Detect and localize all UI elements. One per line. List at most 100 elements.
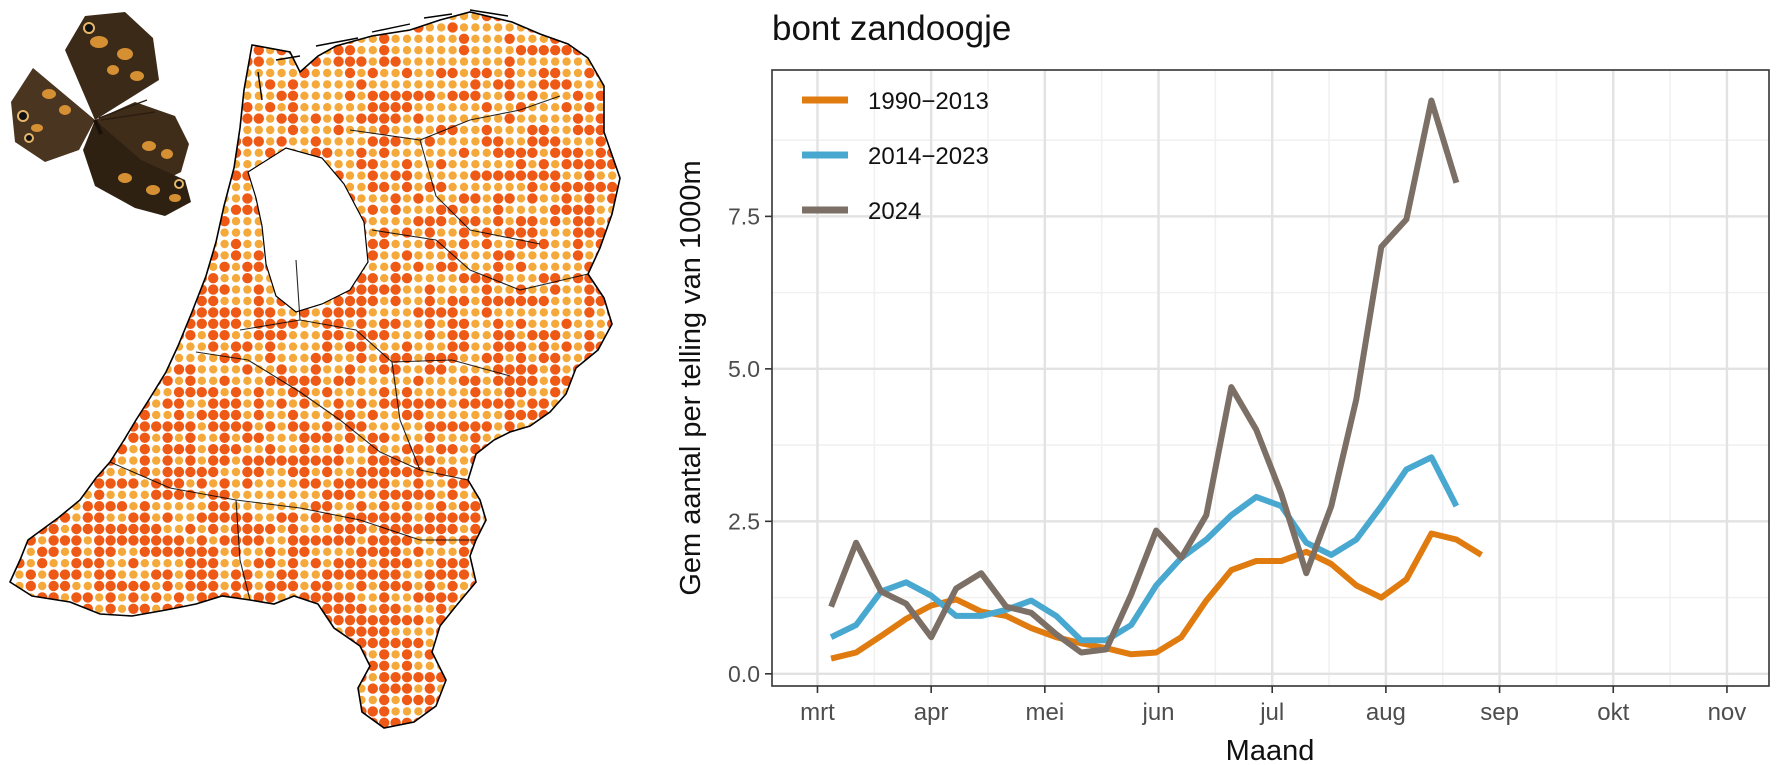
map-dot [344, 375, 356, 386]
map-dot [37, 660, 48, 671]
map-dot [334, 502, 343, 511]
map-dot [253, 637, 264, 649]
map-dot [311, 547, 320, 556]
map-dot [10, 160, 13, 169]
map-dot [14, 421, 25, 432]
map-dot [471, 46, 480, 55]
map-dot [106, 490, 115, 499]
map-dot [197, 331, 206, 340]
map-dot [481, 694, 492, 706]
map-dot [436, 592, 447, 603]
map-dot [344, 603, 356, 614]
map-dot [357, 695, 366, 705]
map-dot [619, 536, 620, 545]
map-dot [105, 580, 116, 592]
map-dot [59, 694, 71, 706]
map-dot [300, 513, 309, 522]
map-dot [94, 318, 105, 329]
map-dot [448, 365, 457, 374]
map-dot [163, 559, 172, 568]
map-dot [561, 546, 572, 557]
map-dot [436, 181, 447, 193]
map-dot [356, 615, 367, 626]
map-dot [528, 308, 537, 317]
map-dot [448, 46, 457, 55]
map-dot [300, 125, 309, 135]
map-dot [527, 193, 538, 204]
map-dot [367, 683, 378, 694]
map-dot [37, 12, 48, 22]
map-dot [139, 603, 150, 614]
map-dot [253, 113, 264, 124]
map-dot [391, 707, 400, 716]
distribution-map [8, 9, 621, 729]
map-dot [105, 535, 116, 546]
map-dot [152, 91, 161, 101]
map-dot [516, 34, 526, 43]
map-dot [379, 227, 390, 238]
map-dot [470, 421, 481, 432]
map-dot [311, 319, 320, 328]
map-dot [139, 649, 150, 660]
map-dot [254, 684, 263, 693]
map-dot [561, 181, 572, 193]
map-dot [151, 569, 162, 580]
map-dot [197, 68, 206, 78]
map-dot [596, 479, 605, 488]
map-dot [128, 216, 139, 227]
map-dot [471, 57, 480, 66]
map-dot [14, 489, 25, 500]
map-dot [10, 137, 13, 146]
map-dot [220, 296, 229, 306]
map-dot [584, 33, 595, 44]
map-dot [10, 239, 13, 249]
map-dot [391, 593, 400, 602]
map-dot [493, 558, 504, 569]
map-dot [608, 171, 617, 180]
map-dot [162, 45, 173, 56]
map-dot [504, 637, 515, 649]
map-dot [493, 501, 504, 512]
map-dot [516, 399, 526, 408]
map-dot [607, 341, 618, 352]
map-dot [379, 660, 390, 671]
map-dot [413, 375, 424, 386]
map-dot [585, 251, 594, 260]
map-dot [538, 341, 549, 352]
map-dot [527, 455, 538, 466]
map-dot [356, 318, 367, 329]
map-dot [528, 353, 537, 363]
map-dot [379, 398, 390, 409]
map-dot [162, 535, 173, 546]
map-dot [447, 330, 458, 341]
map-dot [116, 375, 128, 386]
map-dot [414, 559, 423, 568]
map-dot [424, 216, 435, 227]
map-dot [448, 171, 457, 180]
map-dot [515, 512, 527, 523]
map-dot [152, 399, 161, 408]
map-dot [128, 660, 139, 671]
map-dot [105, 364, 116, 375]
map-dot [163, 388, 172, 397]
map-dot [459, 627, 469, 636]
map-dot [470, 79, 481, 90]
map-dot [482, 707, 491, 716]
map-dot [26, 365, 35, 374]
map-dot [494, 125, 503, 135]
map-dot [139, 250, 150, 261]
map-dot [459, 205, 469, 214]
map-dot [173, 546, 185, 557]
map-dot [482, 319, 491, 328]
map-dot [162, 615, 173, 626]
map-dot [333, 113, 344, 124]
map-dot [288, 34, 298, 43]
map-dot [493, 330, 504, 341]
map-dot [562, 217, 571, 226]
map-dot [585, 114, 594, 123]
map-dot [152, 23, 161, 32]
map-dot [538, 694, 549, 706]
map-dot [26, 34, 35, 43]
map-dot [300, 581, 309, 591]
map-dot [357, 103, 366, 112]
